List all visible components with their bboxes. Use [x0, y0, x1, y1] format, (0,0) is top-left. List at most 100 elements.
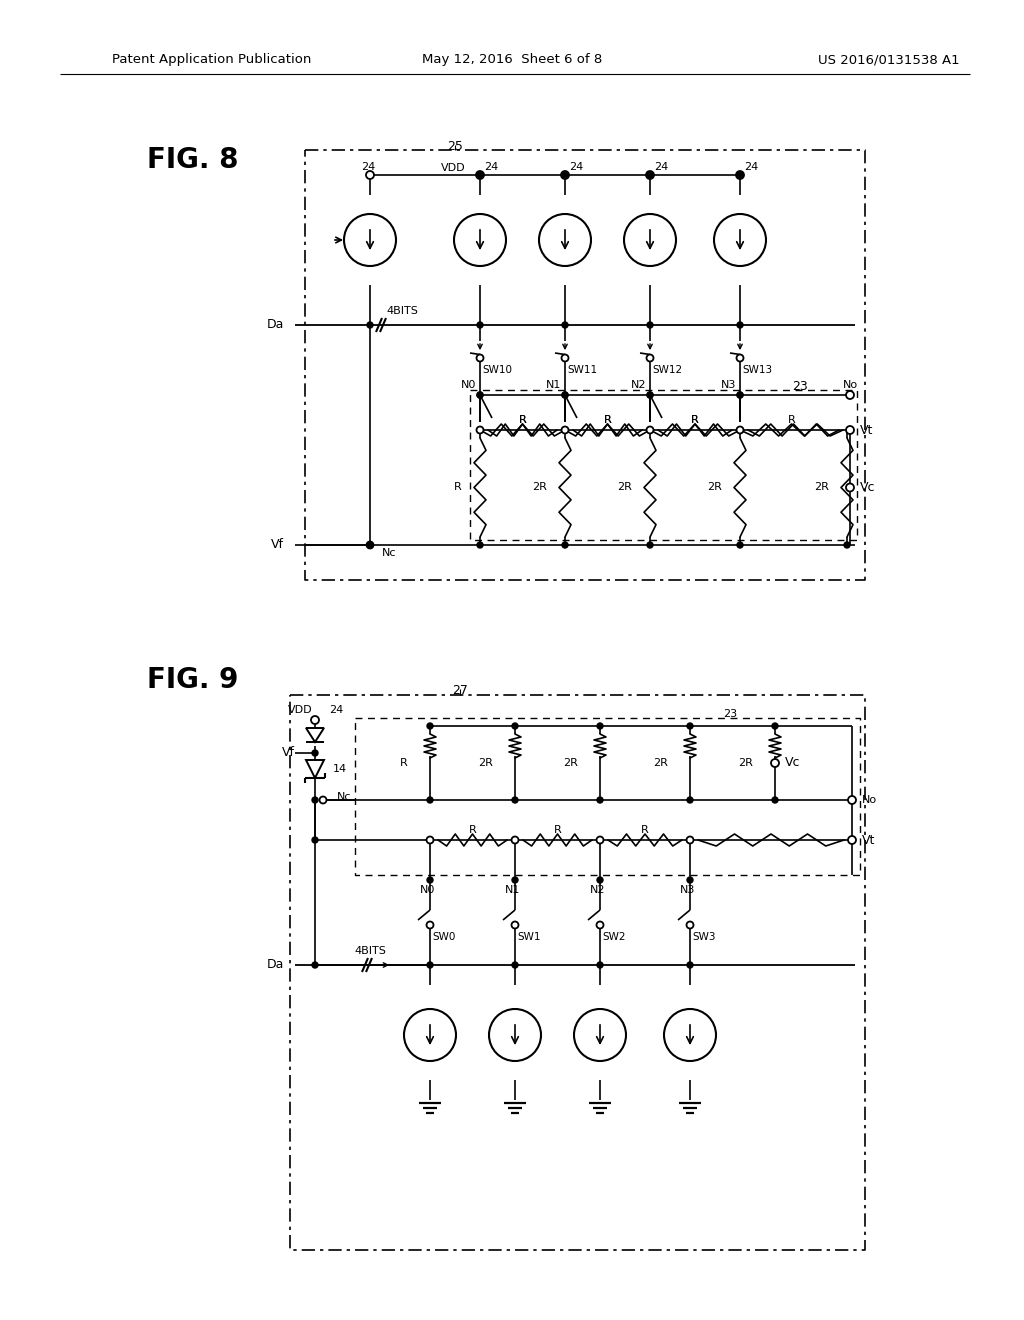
Text: SW13: SW13: [742, 366, 772, 375]
Circle shape: [312, 750, 318, 756]
Text: No: No: [862, 795, 878, 805]
Text: 2R: 2R: [814, 483, 829, 492]
Text: R: R: [691, 414, 698, 425]
Text: SW10: SW10: [482, 366, 512, 375]
Text: CC0: CC0: [471, 238, 494, 247]
Circle shape: [736, 426, 743, 433]
Text: CC3: CC3: [731, 238, 754, 247]
Text: Vf: Vf: [271, 539, 284, 552]
Text: 2R: 2R: [617, 483, 632, 492]
Circle shape: [664, 1008, 716, 1061]
Text: SW3: SW3: [692, 932, 716, 942]
Circle shape: [737, 322, 743, 327]
Circle shape: [319, 796, 327, 804]
Text: 24: 24: [569, 162, 584, 172]
Circle shape: [477, 392, 483, 399]
Text: 24: 24: [744, 162, 758, 172]
Text: R: R: [400, 758, 408, 768]
Circle shape: [512, 837, 518, 843]
Text: No: No: [843, 380, 857, 389]
Circle shape: [561, 355, 568, 362]
Text: R: R: [787, 414, 796, 425]
Text: 23: 23: [723, 709, 737, 719]
Circle shape: [512, 837, 518, 843]
Circle shape: [646, 355, 653, 362]
Circle shape: [312, 797, 318, 803]
Text: R: R: [554, 825, 561, 836]
Circle shape: [512, 723, 518, 729]
Circle shape: [687, 797, 693, 803]
Circle shape: [597, 837, 603, 843]
Circle shape: [404, 1008, 456, 1061]
Circle shape: [846, 426, 854, 434]
Text: 24: 24: [360, 162, 375, 172]
Text: Vt: Vt: [860, 424, 873, 437]
Text: CC0: CC0: [421, 1026, 443, 1036]
Text: R: R: [691, 414, 698, 425]
Circle shape: [427, 797, 433, 803]
Text: 2R: 2R: [478, 758, 493, 768]
Text: 4BITS: 4BITS: [386, 306, 418, 315]
Circle shape: [454, 214, 506, 267]
Circle shape: [647, 172, 653, 178]
Text: SW1: SW1: [517, 932, 541, 942]
Circle shape: [366, 172, 374, 180]
Circle shape: [846, 391, 854, 399]
Text: 24: 24: [654, 162, 669, 172]
Text: 2R: 2R: [563, 758, 578, 768]
Text: 25: 25: [447, 140, 463, 153]
Text: R: R: [518, 414, 526, 425]
Circle shape: [512, 962, 518, 968]
Circle shape: [512, 797, 518, 803]
Circle shape: [848, 836, 856, 843]
Text: R: R: [603, 414, 611, 425]
Circle shape: [427, 837, 433, 843]
Circle shape: [512, 921, 518, 928]
Circle shape: [427, 921, 433, 928]
Circle shape: [427, 876, 433, 883]
Circle shape: [846, 483, 854, 491]
Text: CC3: CC3: [681, 1026, 703, 1036]
Circle shape: [597, 797, 603, 803]
Text: CC2: CC2: [591, 1026, 613, 1036]
Circle shape: [574, 1008, 626, 1061]
Text: CC2: CC2: [641, 238, 664, 247]
Circle shape: [737, 392, 743, 399]
Text: Nc: Nc: [337, 792, 351, 803]
Circle shape: [367, 541, 374, 549]
Circle shape: [562, 392, 568, 399]
Text: US 2016/0131538 A1: US 2016/0131538 A1: [818, 54, 961, 66]
Circle shape: [647, 543, 653, 548]
Text: R: R: [603, 414, 611, 425]
Text: 2R: 2R: [532, 483, 547, 492]
Text: Nc: Nc: [382, 548, 396, 558]
Circle shape: [562, 172, 568, 178]
Text: SW2: SW2: [602, 932, 626, 942]
Text: N1: N1: [505, 884, 520, 895]
Circle shape: [772, 797, 778, 803]
Circle shape: [647, 322, 653, 327]
Circle shape: [562, 543, 568, 548]
Circle shape: [427, 962, 433, 968]
Circle shape: [686, 837, 693, 843]
Circle shape: [848, 796, 856, 804]
Circle shape: [367, 543, 373, 548]
Circle shape: [647, 392, 653, 399]
Text: N2: N2: [590, 884, 606, 895]
Text: 24: 24: [329, 705, 343, 715]
Circle shape: [714, 214, 766, 267]
Circle shape: [737, 392, 743, 399]
Circle shape: [367, 543, 373, 548]
Circle shape: [647, 392, 653, 399]
Circle shape: [562, 322, 568, 327]
Circle shape: [561, 172, 569, 180]
Circle shape: [489, 1008, 541, 1061]
Text: N3: N3: [680, 884, 695, 895]
Circle shape: [597, 723, 603, 729]
Circle shape: [427, 837, 433, 843]
Circle shape: [687, 723, 693, 729]
Circle shape: [561, 426, 568, 433]
Circle shape: [646, 172, 654, 180]
Text: R: R: [641, 825, 649, 836]
Text: May 12, 2016  Sheet 6 of 8: May 12, 2016 Sheet 6 of 8: [422, 54, 602, 66]
